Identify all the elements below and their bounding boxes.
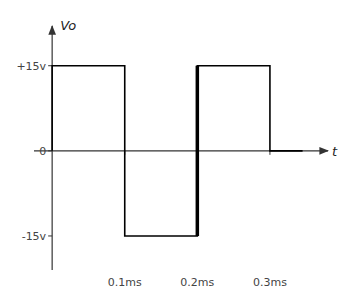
y-tick-label: -15v (22, 230, 47, 243)
x-tick-label: 0.3ms (253, 276, 287, 289)
waveform-line (196, 66, 200, 236)
y-tick-label: +15v (16, 60, 46, 73)
x-tick-label: 0.2ms (180, 276, 214, 289)
y-axis-label: Vo (60, 18, 76, 33)
plot-area (52, 66, 302, 236)
y-tick (48, 235, 52, 236)
waveform-line (52, 66, 302, 236)
chart: +15v 0 -15v 0.1ms 0.2ms 0.3ms t Vo (0, 0, 353, 302)
y-tick-label: 0 (39, 145, 46, 158)
x-tick-label: 0.1ms (108, 276, 142, 289)
x-axis-label: t (332, 144, 338, 159)
